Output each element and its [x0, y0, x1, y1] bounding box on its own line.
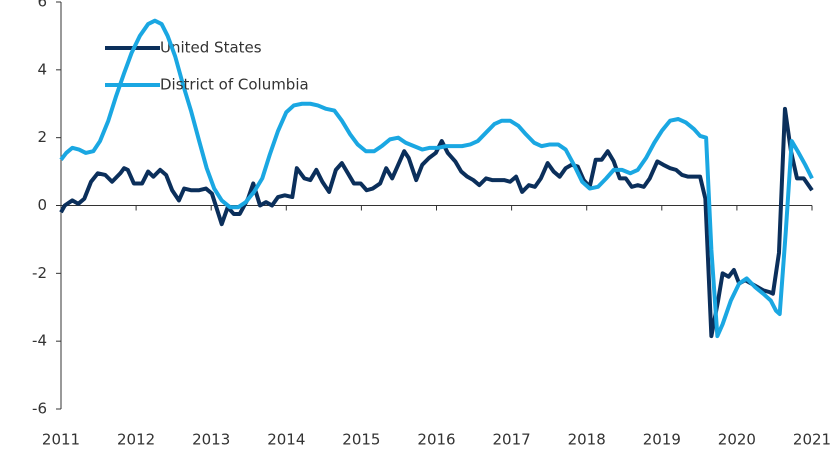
y-tick-label: 2 [37, 128, 47, 146]
line [59, 18, 814, 339]
x-tick-label: 2013 [192, 431, 230, 449]
legend-label: District of Columbia [160, 76, 309, 94]
y-tick-label: 6 [37, 0, 47, 11]
x-tick-label: 2015 [342, 431, 380, 449]
y-tick-label: 4 [37, 60, 47, 78]
x-tick-label: 2014 [267, 431, 305, 449]
x-tick-label: 2018 [568, 431, 606, 449]
x-tick-label: 2012 [117, 431, 155, 449]
x-tick-label: 2017 [493, 431, 531, 449]
x-tick-label: 2021 [793, 431, 831, 449]
y-tick-label: -2 [32, 264, 47, 282]
x-tick-label: 2016 [417, 431, 455, 449]
line [59, 106, 814, 339]
x-tick-label: 2020 [718, 431, 756, 449]
x-tick-label: 2019 [643, 431, 681, 449]
y-tick-label: 0 [37, 196, 47, 214]
y-tick-label: -4 [32, 332, 47, 350]
x-tick-label: 2011 [42, 431, 80, 449]
y-tick-label: -6 [32, 400, 47, 418]
legend-label: United States [160, 39, 262, 57]
